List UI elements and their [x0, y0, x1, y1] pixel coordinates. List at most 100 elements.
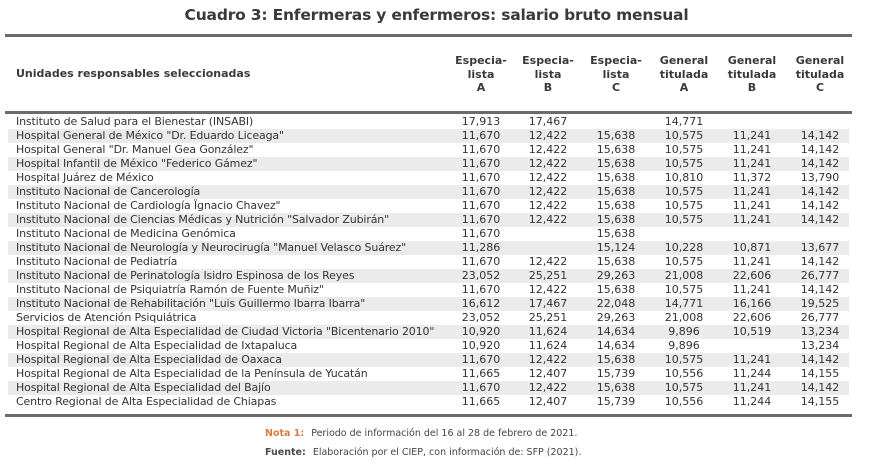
column-header-line: lista [602, 67, 630, 81]
salary-cell: 11,670 [461, 255, 501, 268]
salary-cell: 15,638 [596, 157, 636, 170]
salary-cell: 11,241 [732, 185, 772, 198]
salary-cell: 11,372 [732, 171, 772, 184]
table-row: Hospital Regional de Alta Especialidad d… [8, 381, 849, 395]
salary-cell: 11,244 [732, 367, 772, 380]
salary-cell: 10,810 [664, 171, 704, 184]
column-header-line: A [476, 81, 486, 94]
unit-name: Instituto Nacional de Cancerología [16, 185, 201, 198]
source-note: Fuente: Elaboración por el CIEP, con inf… [265, 447, 581, 458]
table-row: Instituto Nacional de Rehabilitación "Lu… [8, 297, 849, 311]
salary-cell: 10,575 [664, 283, 704, 296]
unit-name: Centro Regional de Alta Especialidad de … [16, 395, 277, 408]
salary-cell: 15,124 [596, 241, 636, 254]
note-1: Nota 1: Periodo de información del 16 al… [265, 428, 577, 439]
salary-cell: 17,467 [528, 297, 568, 310]
salary-cell: 15,638 [596, 171, 636, 184]
salary-cell: 11,244 [732, 395, 772, 408]
table-row: Hospital Regional de Alta Especialidad d… [8, 353, 849, 367]
unit-name: Instituto Nacional de Rehabilitación "Lu… [16, 297, 366, 310]
salary-cell: 11,670 [461, 283, 501, 296]
salary-cell: 11,241 [732, 381, 772, 394]
salary-cell: 17,913 [461, 115, 501, 128]
column-header-line: titulada [795, 67, 845, 81]
salary-cell: 16,612 [461, 297, 501, 310]
salary-cell: 17,467 [528, 115, 568, 128]
salary-cell: 13,234 [800, 339, 840, 352]
salary-cell: 15,638 [596, 283, 636, 296]
unit-name: Servicios de Atención Psiquiátrica [16, 311, 197, 324]
column-header-line: C [611, 81, 621, 94]
salary-cell: 12,422 [528, 129, 568, 142]
salary-cell: 14,155 [800, 367, 840, 380]
table-row: Hospital Regional de Alta Especialidad d… [8, 325, 849, 339]
salary-cell: 15,638 [596, 353, 636, 366]
table-row: Hospital Juárez de México 11,670 12,422 15,… [8, 171, 849, 185]
salary-cell: 11,241 [732, 283, 772, 296]
salary-cell: 14,634 [596, 325, 636, 338]
salary-cell: 11,670 [461, 227, 501, 240]
column-header-line: C [815, 81, 825, 94]
bottom-rule [5, 414, 852, 417]
salary-cell: 10,556 [664, 395, 704, 408]
table-row: Servicios de Atención Psiquiátrica 23,052… [8, 311, 849, 325]
table-row: Instituto Nacional de Psiquiatría Ramón … [8, 283, 849, 297]
note-label: Nota 1: [265, 428, 305, 439]
salary-cell: 21,008 [664, 311, 704, 324]
column-header-line: lista [534, 67, 562, 81]
salary-cell: 13,790 [800, 171, 840, 184]
table-row: Hospital Regional de Alta Especialidad d… [8, 339, 849, 353]
salary-cell: 12,407 [528, 395, 568, 408]
column-header-general-c: General titulada C [790, 54, 850, 95]
salary-cell: 23,052 [461, 311, 501, 324]
salary-cell: 11,665 [461, 395, 501, 408]
salary-cell: 10,575 [664, 213, 704, 226]
table-row: Instituto Nacional de Ciencias Médicas y… [8, 213, 849, 227]
column-header-line: Especia- [522, 54, 574, 67]
unit-name: Instituto Nacional de Psiquiatría Ramón … [16, 283, 324, 296]
salary-cell: 14,771 [664, 115, 704, 128]
column-header-line: General [727, 54, 777, 67]
salary-cell: 14,142 [800, 157, 840, 170]
table-row: Hospital General de México "Dr. Eduardo … [8, 129, 849, 143]
salary-cell: 11,286 [461, 241, 501, 254]
salary-cell: 14,771 [664, 297, 704, 310]
salary-cell: 21,008 [664, 269, 704, 282]
salary-cell: 12,422 [528, 143, 568, 156]
salary-cell: 11,624 [528, 339, 568, 352]
salary-cell: 11,241 [732, 353, 772, 366]
salary-cell: 22,606 [732, 269, 772, 282]
salary-cell: 10,228 [664, 241, 704, 254]
salary-cell: 15,638 [596, 129, 636, 142]
salary-cell: 10,519 [732, 325, 772, 338]
salary-cell: 11,241 [732, 129, 772, 142]
salary-cell: 12,422 [528, 353, 568, 366]
table-row: Instituto Nacional de Perinatología Isid… [8, 269, 849, 283]
salary-cell: 12,422 [528, 283, 568, 296]
salary-cell: 14,142 [800, 213, 840, 226]
column-header-line: General [659, 54, 709, 67]
salary-cell: 14,634 [596, 339, 636, 352]
table-row: Instituto de Salud para el Bienestar (IN… [8, 115, 849, 129]
unit-name: Instituto Nacional de Perinatología Isid… [16, 269, 355, 282]
column-header-line: A [679, 81, 689, 94]
salary-cell: 26,777 [800, 269, 840, 282]
salary-cell: 22,048 [596, 297, 636, 310]
salary-cell: 12,422 [528, 185, 568, 198]
unit-name: Instituto Nacional de Ciencias Médicas y… [16, 213, 390, 226]
unit-name: Instituto Nacional de Pediatría [16, 255, 178, 268]
column-header-line: titulada [659, 67, 709, 81]
salary-cell: 12,422 [528, 255, 568, 268]
salary-cell: 11,241 [732, 143, 772, 156]
column-header-especialista-c: Especia- lista C [586, 54, 646, 95]
salary-cell: 9,896 [668, 325, 700, 338]
salary-cell: 15,638 [596, 227, 636, 240]
table-row: Instituto Nacional de Pediatría 11,670 12,… [8, 255, 849, 269]
salary-cell: 29,263 [596, 311, 636, 324]
table-row: Hospital Infantil de México "Federico Gá… [8, 157, 849, 171]
salary-cell: 10,575 [664, 129, 704, 142]
unit-name: Hospital Juárez de México [16, 171, 154, 184]
table-title: Cuadro 3: Enfermeras y enfermeros: salar… [184, 6, 689, 24]
salary-cell: 12,422 [528, 381, 568, 394]
salary-cell: 14,142 [800, 185, 840, 198]
